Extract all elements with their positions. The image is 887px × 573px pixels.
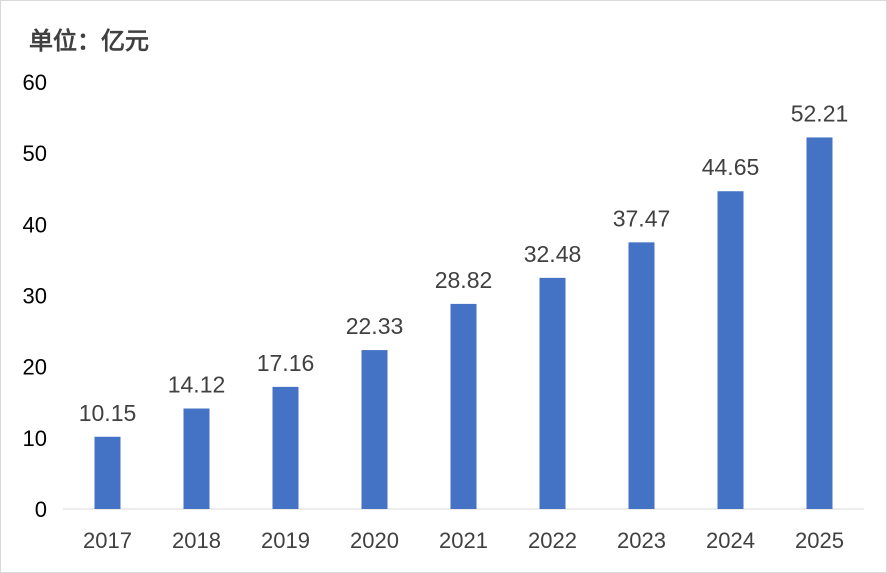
x-axis-ticks: 2017 2018 2019 2020 2021 2022 2023 2024 2025 [83, 528, 844, 553]
data-label: 52.21 [791, 100, 849, 126]
x-tick-label: 2021 [439, 528, 488, 553]
data-label: 37.47 [613, 205, 671, 231]
bar-2017 [94, 436, 121, 509]
y-tick-label: 50 [23, 141, 47, 166]
data-label: 28.82 [435, 267, 493, 293]
y-tick-label: 20 [23, 355, 47, 380]
x-tick-label: 2023 [617, 528, 666, 553]
data-label: 17.16 [257, 350, 315, 376]
bar-2025 [806, 137, 833, 509]
x-tick-label: 2020 [350, 528, 399, 553]
y-tick-label: 0 [35, 497, 47, 522]
bar-2024 [717, 191, 744, 509]
x-tick-label: 2019 [261, 528, 310, 553]
data-label: 10.15 [79, 400, 137, 426]
y-tick-label: 10 [23, 426, 47, 451]
y-tick-label: 60 [23, 70, 47, 95]
data-label: 32.48 [524, 241, 582, 267]
bar-2022 [539, 277, 566, 509]
data-label: 44.65 [702, 154, 760, 180]
data-labels: 10.15 14.12 17.16 22.33 28.82 32.48 37.47 44.65… [79, 100, 849, 425]
bar-2018 [183, 408, 210, 509]
x-tick-label: 2024 [706, 528, 755, 553]
x-tick-label: 2022 [528, 528, 577, 553]
x-tick-label: 2018 [172, 528, 221, 553]
x-tick-label: 2017 [83, 528, 132, 553]
x-tick-label: 2025 [795, 528, 844, 553]
bars [94, 137, 833, 509]
y-tick-label: 30 [23, 284, 47, 309]
bar-2019 [272, 386, 299, 509]
data-label: 14.12 [168, 372, 226, 398]
bar-2021 [450, 303, 477, 509]
data-label: 22.33 [346, 313, 404, 339]
y-axis-ticks: 0 10 20 30 40 50 60 [23, 70, 47, 522]
unit-label: 单位：亿元 [29, 27, 149, 55]
bar-2023 [628, 242, 655, 509]
y-tick-label: 40 [23, 212, 47, 237]
bar-2020 [361, 350, 388, 509]
